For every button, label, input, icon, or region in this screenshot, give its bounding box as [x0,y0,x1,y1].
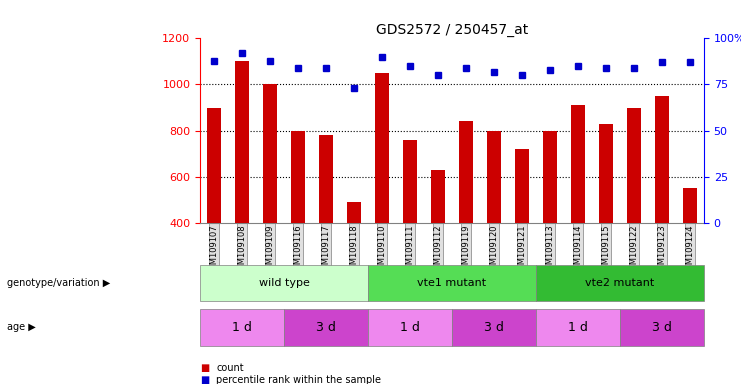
Bar [431,170,445,223]
Bar [375,73,389,223]
Bar [291,131,305,223]
Text: vte1 mutant: vte1 mutant [417,278,487,288]
Text: 1 d: 1 d [400,321,420,334]
Text: 1 d: 1 d [568,321,588,334]
Bar [235,61,249,223]
Bar [515,149,529,223]
Bar [263,84,277,223]
Bar [655,96,669,223]
Bar [543,131,557,223]
Text: percentile rank within the sample: percentile rank within the sample [216,375,382,384]
Text: count: count [216,363,244,373]
Text: age ▶: age ▶ [7,322,36,333]
Bar [319,135,333,223]
Text: wild type: wild type [259,278,310,288]
Bar [571,105,585,223]
Text: 3 d: 3 d [652,321,672,334]
Bar [403,140,417,223]
Title: GDS2572 / 250457_at: GDS2572 / 250457_at [376,23,528,37]
Bar [487,131,501,223]
Text: 3 d: 3 d [484,321,504,334]
Text: genotype/variation ▶: genotype/variation ▶ [7,278,110,288]
Bar [207,108,221,223]
Bar [459,121,473,223]
Text: ■: ■ [200,375,209,384]
Bar [347,202,361,223]
Bar [683,188,697,223]
Text: 1 d: 1 d [232,321,252,334]
Text: vte2 mutant: vte2 mutant [585,278,654,288]
Bar [627,108,641,223]
Bar [599,124,613,223]
Text: 3 d: 3 d [316,321,336,334]
Text: ■: ■ [200,363,209,373]
